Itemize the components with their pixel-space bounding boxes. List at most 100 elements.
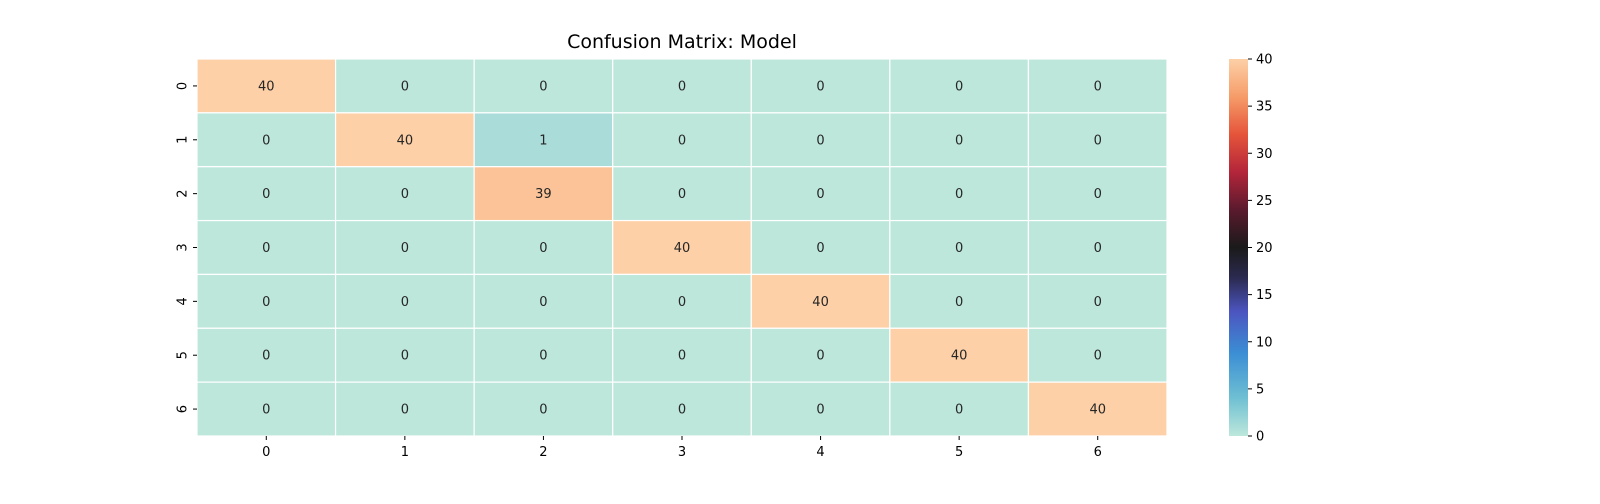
cell-r0-c2 [473, 58, 614, 114]
cell-value-r1-c3: 0 [678, 133, 686, 148]
cell-value-r3-c3: 40 [674, 241, 691, 256]
cell-value-r4-c5: 0 [955, 295, 963, 310]
cell-r6-c5 [889, 381, 1030, 437]
cell-r5-c6 [1027, 327, 1168, 383]
cell-value-r3-c6: 0 [1094, 241, 1102, 256]
y-tick-label-6: 6 [176, 405, 191, 413]
cell-r2-c1 [334, 166, 475, 222]
cell-r6-c6 [1027, 381, 1168, 437]
cell-value-r3-c0: 0 [262, 241, 270, 256]
x-tick-label-2: 2 [539, 445, 547, 460]
cell-value-r1-c0: 0 [262, 133, 270, 148]
cell-value-r4-c0: 0 [262, 295, 270, 310]
cell-value-r1-c5: 0 [955, 133, 963, 148]
cell-annotations: 40 0 0 0 0 0 0 0 40 1 0 0 0 0 0 0 39 0 0 0 0 0 0 0 40 0 0 0 0 0 0 0 40 0 0… [258, 79, 1106, 417]
cell-value-r5-c3: 0 [678, 349, 686, 364]
cell-value-r5-c1: 0 [401, 349, 409, 364]
cell-value-r5-c0: 0 [262, 349, 270, 364]
cell-value-r3-c2: 0 [539, 241, 547, 256]
cell-r0-c3 [612, 58, 752, 114]
cell-r2-c6 [1027, 166, 1168, 222]
colorbar-tick-label-5: 25 [1256, 194, 1273, 209]
cell-r5-c1 [334, 327, 475, 383]
x-tick-label-0: 0 [262, 445, 270, 460]
x-tick-label-5: 5 [955, 445, 963, 460]
cell-value-r0-c2: 0 [539, 79, 547, 94]
cell-value-r0-c1: 0 [401, 79, 409, 94]
cell-value-r2-c6: 0 [1094, 187, 1102, 202]
x-tick-label-1: 1 [401, 445, 409, 460]
chart-title: Confusion Matrix: Model [567, 31, 797, 53]
cell-r3-c3 [612, 219, 752, 276]
cell-value-r3-c5: 0 [955, 241, 963, 256]
cell-r4-c0 [196, 273, 337, 329]
cell-value-r0-c6: 0 [1094, 79, 1102, 94]
cell-r5-c3 [612, 327, 752, 383]
cell-r5-c4 [750, 327, 891, 383]
cell-r1-c2 [473, 112, 614, 168]
cell-value-r6-c5: 0 [955, 403, 963, 418]
cell-value-r2-c1: 0 [401, 187, 409, 202]
colorbar-tick-label-2: 10 [1256, 335, 1273, 350]
colorbar-tick-label-3: 15 [1256, 288, 1273, 303]
x-tick-label-4: 4 [816, 445, 824, 460]
cell-r0-c1 [334, 58, 475, 114]
cell-r2-c4 [750, 166, 891, 222]
cell-r3-c6 [1027, 219, 1168, 276]
cell-value-r3-c1: 0 [401, 241, 409, 256]
colorbar-tick-label-7: 35 [1256, 100, 1273, 115]
cell-value-r6-c3: 0 [678, 403, 686, 418]
cell-value-r2-c2: 39 [535, 187, 552, 202]
colorbar-tick-label-0: 0 [1256, 430, 1264, 445]
cell-value-r1-c1: 40 [397, 133, 414, 148]
cell-r3-c1 [334, 219, 475, 276]
cell-value-r6-c0: 0 [262, 403, 270, 418]
cell-r3-c5 [889, 219, 1030, 276]
cell-r1-c4 [750, 112, 891, 168]
cell-r0-c5 [889, 58, 1030, 114]
cell-value-r2-c5: 0 [955, 187, 963, 202]
cell-r6-c2 [473, 381, 614, 437]
cell-value-r4-c4: 40 [812, 295, 829, 310]
y-tick-label-3: 3 [176, 243, 191, 251]
cell-value-r0-c3: 0 [678, 79, 686, 94]
cell-value-r4-c1: 0 [401, 295, 409, 310]
cell-r2-c3 [612, 166, 752, 222]
colorbar: 0 5 10 15 20 25 30 35 40 [1229, 53, 1273, 445]
colorbar-gradient [1229, 59, 1248, 436]
cell-value-r0-c4: 0 [816, 79, 824, 94]
cell-r0-c0 [196, 58, 337, 114]
cell-value-r1-c6: 0 [1094, 133, 1102, 148]
cell-value-r2-c0: 0 [262, 187, 270, 202]
y-tick-label-1: 1 [176, 136, 191, 144]
cell-value-r5-c5: 40 [951, 349, 968, 364]
y-tick-label-5: 5 [176, 351, 191, 359]
cell-value-r4-c2: 0 [539, 295, 547, 310]
cell-r3-c0 [196, 219, 337, 276]
y-tick-label-4: 4 [176, 297, 191, 305]
cell-r2-c5 [889, 166, 1030, 222]
cell-value-r2-c3: 0 [678, 187, 686, 202]
colorbar-tick-label-4: 20 [1256, 241, 1273, 256]
cell-r5-c0 [196, 327, 337, 383]
colorbar-tick-label-6: 30 [1256, 147, 1273, 162]
colorbar-tick-label-1: 5 [1256, 382, 1264, 397]
cell-value-r3-c4: 0 [816, 241, 824, 256]
y-tick-label-2: 2 [176, 190, 191, 198]
colorbar-tick-label-8: 40 [1256, 53, 1273, 68]
cell-value-r6-c2: 0 [539, 403, 547, 418]
y-axis-ticks: 0 1 2 3 4 5 6 [176, 82, 197, 413]
heatmap-cells [196, 58, 1168, 437]
cell-value-r4-c6: 0 [1094, 295, 1102, 310]
cell-value-r0-c5: 0 [955, 79, 963, 94]
cell-value-r5-c6: 0 [1094, 349, 1102, 364]
cell-value-r6-c4: 0 [816, 403, 824, 418]
cell-value-r5-c4: 0 [816, 349, 824, 364]
cell-r6-c0 [196, 381, 337, 437]
cell-value-r0-c0: 40 [258, 79, 275, 94]
cell-value-r4-c3: 0 [678, 295, 686, 310]
cell-value-r6-c6: 40 [1089, 403, 1106, 418]
y-tick-label-0: 0 [176, 82, 191, 90]
